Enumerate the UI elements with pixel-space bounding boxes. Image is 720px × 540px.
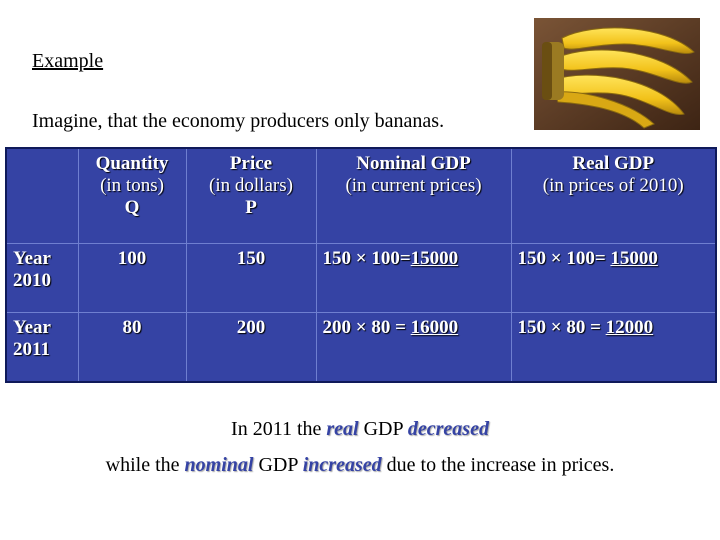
decreased-emphasis: decreased [407, 418, 489, 440]
table-row: Year 2011 80 200 200 × 80 = 16000 150 × … [6, 312, 716, 382]
table-row: Year 2010 100 150 150 × 100=15000 150 × … [6, 243, 716, 313]
real-gdp-cell: 150 × 80 = 12000 [511, 312, 716, 382]
quantity-cell: 100 [78, 243, 187, 313]
real-gdp-cell: 150 × 100= 15000 [511, 243, 716, 313]
conclusion-line-2: while the nominal GDP increased due to t… [105, 454, 615, 476]
nominal-emphasis: nominal [184, 454, 254, 476]
slide-heading: Example [32, 50, 104, 72]
gdp-table: Quantity (in tons) Q Price (in dollars) … [5, 147, 717, 383]
price-cell: 200 [186, 312, 317, 382]
table-header-row: Quantity (in tons) Q Price (in dollars) … [6, 148, 716, 244]
real-emphasis: real [326, 418, 359, 440]
header-nominal-gdp: Nominal GDP (in current prices) [316, 148, 512, 244]
nominal-gdp-cell: 150 × 100=15000 [316, 243, 512, 313]
header-price: Price (in dollars) P [186, 148, 317, 244]
intro-text: Imagine, that the economy producers only… [32, 110, 445, 132]
price-cell: 150 [186, 243, 317, 313]
nominal-gdp-cell: 200 × 80 = 16000 [316, 312, 512, 382]
header-quantity: Quantity (in tons) Q [78, 148, 187, 244]
increased-emphasis: increased [302, 454, 382, 476]
header-real-gdp: Real GDP (in prices of 2010) [542, 153, 684, 196]
year-label: Year 2011 [6, 312, 79, 382]
year-label: Year 2010 [6, 243, 79, 313]
bananas-image [534, 18, 700, 130]
header-empty [6, 148, 79, 244]
quantity-cell: 80 [78, 312, 187, 382]
conclusion-line-1: In 2011 the real GDP decreased [231, 418, 489, 440]
